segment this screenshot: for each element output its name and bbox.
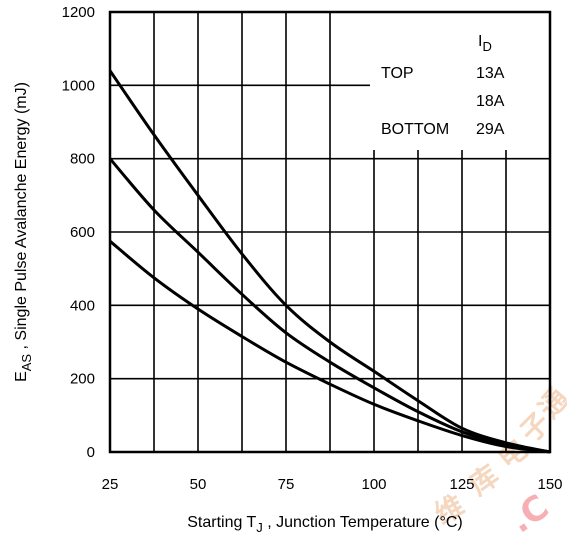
- series-line-29A: [109, 240, 551, 454]
- x-tick-labels: 25 50 75 100 125 150: [102, 476, 563, 493]
- x-tick-label: 150: [537, 476, 562, 493]
- plot-frame: [108, 10, 552, 454]
- x-tick-label: 100: [361, 476, 386, 493]
- legend-header-sub: D: [482, 39, 491, 54]
- y-tick-label: 1000: [62, 77, 95, 94]
- y-tick-label: 800: [70, 151, 95, 168]
- x-axis-title: Starting TJ , Junction Temperature (°C): [187, 514, 463, 535]
- series-layer: [108, 69, 551, 454]
- y-axis-title-sub: AS: [19, 354, 34, 372]
- y-axis-title: EAS , Single Pulse Avalanche Energy (mJ): [13, 82, 34, 382]
- legend-position-label: TOP: [381, 65, 414, 82]
- y-tick-label: 1200: [62, 4, 95, 21]
- x-axis-title-tail: , Junction Temperature (°C): [263, 514, 463, 531]
- grid: [110, 12, 550, 452]
- x-tick-label: 25: [102, 476, 119, 493]
- x-axis-title-sub: J: [256, 520, 263, 535]
- y-tick-label: 600: [70, 224, 95, 241]
- watermark-tail: .C: [502, 487, 556, 538]
- y-tick-label: 0: [87, 444, 95, 461]
- series-line-13A: [108, 69, 551, 454]
- series-line-18A: [108, 157, 551, 454]
- legend-header-main: I: [478, 33, 482, 50]
- x-tick-label: 75: [278, 476, 295, 493]
- y-tick-label: 400: [70, 297, 95, 314]
- legend-current-label: 18A: [476, 93, 505, 110]
- legend-header: ID: [478, 33, 492, 54]
- legend-current-label: 29A: [476, 121, 505, 138]
- x-tick-label: 125: [449, 476, 474, 493]
- x-tick-label: 50: [190, 476, 207, 493]
- x-axis-title-main: Starting T: [187, 514, 256, 531]
- y-axis-title-main: E: [13, 371, 30, 382]
- y-tick-label: 200: [70, 371, 95, 388]
- y-axis-title-tail: , Single Pulse Avalanche Energy (mJ): [13, 82, 30, 354]
- legend: ID TOP 13A 18A BOTTOM 29A: [381, 33, 505, 138]
- legend-current-label: 13A: [476, 65, 505, 82]
- legend-position-label: BOTTOM: [381, 121, 449, 138]
- y-tick-labels: 0 200 400 600 800 1000 1200: [62, 4, 95, 461]
